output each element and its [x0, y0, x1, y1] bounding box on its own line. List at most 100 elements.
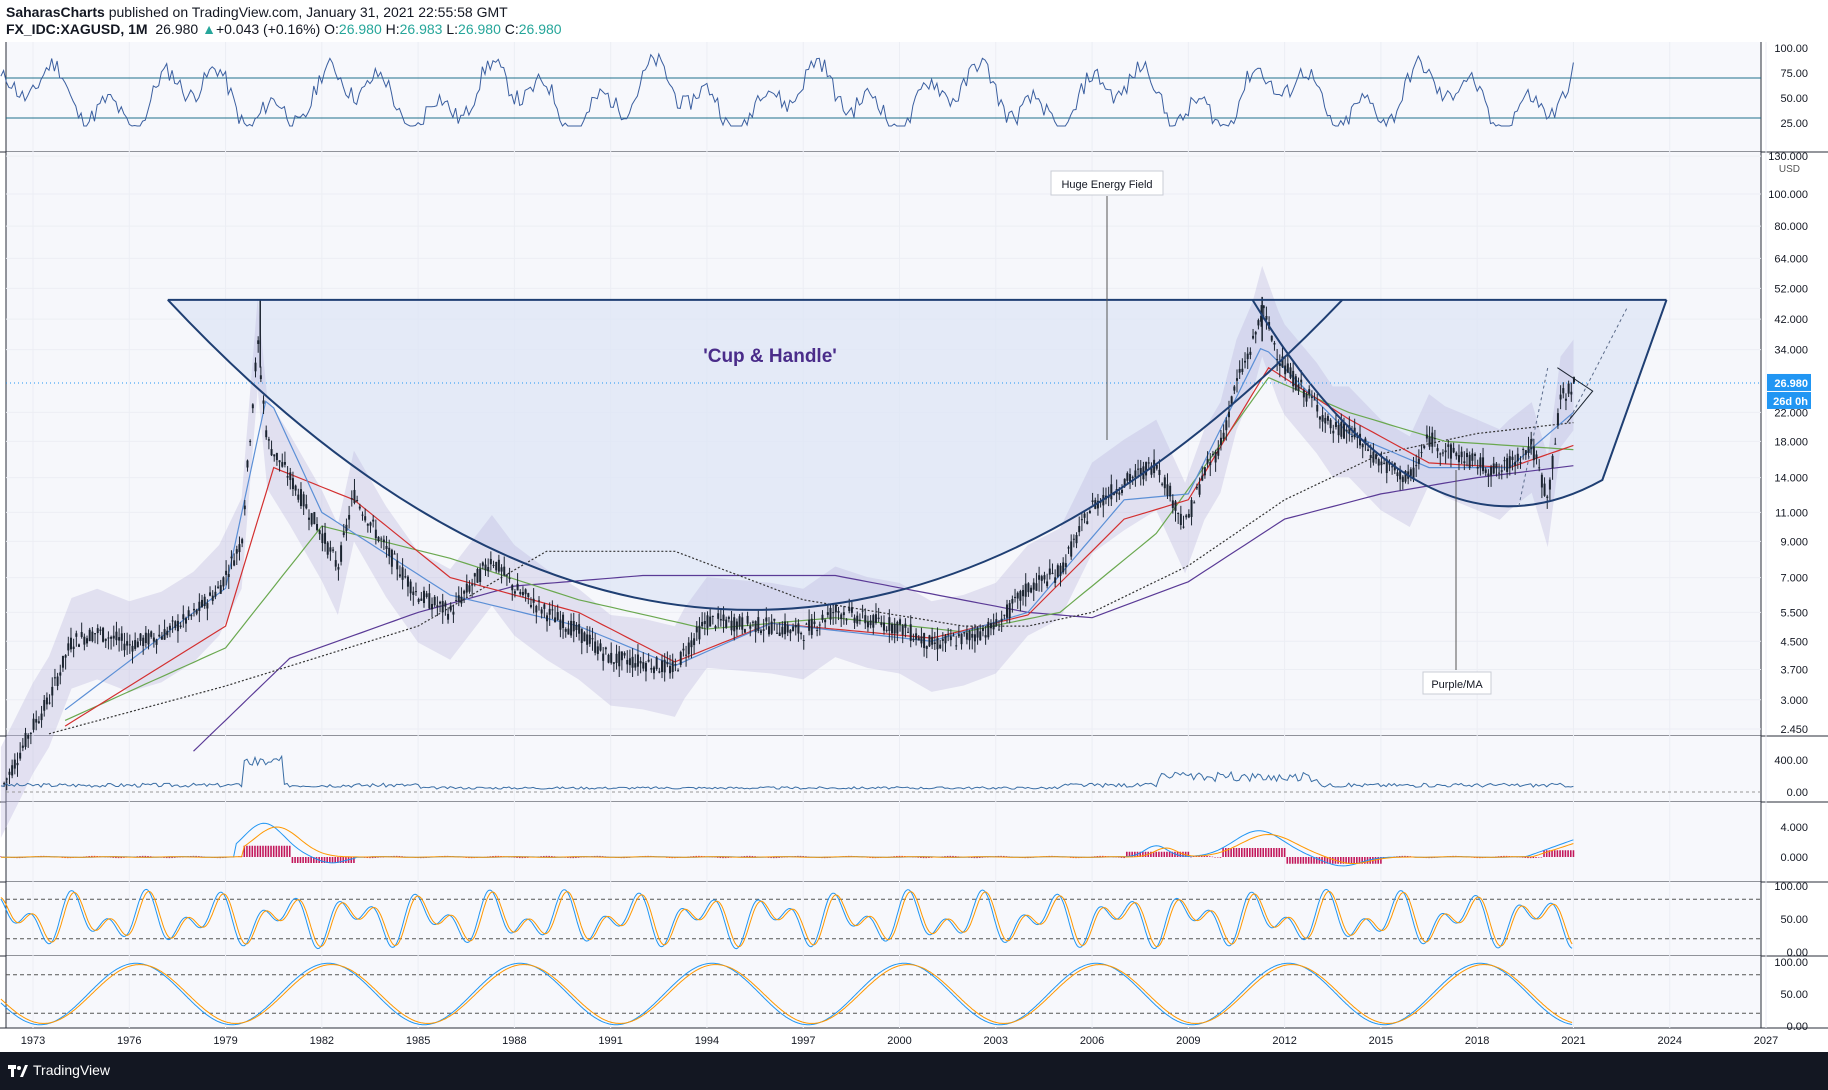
candle-body [13, 759, 16, 769]
footer-brand[interactable]: TradingView [33, 1062, 111, 1078]
macd-bar [893, 856, 895, 857]
macd-bar [898, 855, 901, 857]
candle-body [158, 634, 161, 637]
indicator-axis: 100.00 75.00 50.00 25.00 [1774, 43, 1808, 130]
author-name[interactable]: SaharasCharts [6, 4, 105, 20]
macd-bar [1117, 857, 1120, 858]
published-text: published on TradingView.com, January 31… [104, 4, 508, 20]
candle-body [805, 623, 808, 625]
candle-body [904, 623, 907, 628]
macd-bar [299, 857, 302, 863]
x-tick-label: 2000 [887, 1035, 911, 1047]
candle-body [123, 643, 126, 651]
candle-body [37, 721, 40, 723]
candle-body [1474, 454, 1477, 456]
candle-body [366, 524, 369, 526]
candle-body [1308, 389, 1311, 395]
candle-body [340, 545, 343, 562]
handle-shading [1252, 299, 1667, 507]
candle-body [235, 549, 238, 554]
macd-bar [1339, 857, 1342, 864]
candle-body [463, 590, 466, 594]
macd-bar [264, 845, 267, 857]
candle-body [1096, 500, 1099, 509]
candle-body [3, 782, 6, 785]
candle-body [1246, 353, 1249, 360]
macd-bar [1291, 857, 1294, 864]
candle-body [102, 627, 105, 642]
macd-bar [254, 845, 256, 857]
macd-bar [722, 857, 724, 859]
candle-body [599, 643, 602, 651]
candle-body [864, 615, 867, 624]
candle-body [449, 605, 452, 611]
macd-bar [1310, 857, 1313, 864]
candle-body [1121, 489, 1124, 493]
candle-body [1326, 416, 1329, 421]
candle-body [794, 624, 797, 628]
macd-bar [575, 857, 577, 859]
candle-body [885, 629, 888, 631]
macd-bar [117, 857, 120, 859]
candle-body [225, 570, 228, 575]
candle-body [655, 657, 658, 669]
macd-bar [1265, 848, 1267, 857]
macd-bar [1249, 848, 1251, 857]
candle-body [1169, 485, 1172, 497]
candle-body [1064, 563, 1067, 567]
indicator-axis: 100.00 50.00 0.00 [1774, 881, 1808, 959]
candle-body [217, 586, 220, 588]
candle-body [131, 645, 134, 652]
symbol-label[interactable]: FX_IDC:XAGUSD, 1M [6, 21, 148, 37]
indicator-tick-label: 50.00 [1780, 93, 1808, 105]
candle-body [658, 671, 661, 673]
candle-body [32, 718, 35, 730]
energy-field-box [1050, 170, 1164, 196]
candle-body [484, 564, 487, 571]
candle-body [714, 626, 717, 629]
candle-body [952, 635, 955, 637]
candle-body [663, 659, 666, 673]
x-tick-label: 1982 [310, 1035, 334, 1047]
macd-bar [1224, 848, 1227, 857]
chart-canvas[interactable]: 1973 1976 1979 1982 1985 1988 1991 1994 1997 2000… [0, 42, 1828, 1052]
price-change: +0.043 (+0.16%) [215, 21, 321, 37]
candle-body [537, 600, 540, 602]
macd-bar [1404, 855, 1406, 857]
candle-body [733, 617, 736, 632]
candle-body [567, 628, 570, 635]
candle-body [497, 559, 500, 572]
candle-body [1000, 618, 1003, 622]
candle-body [439, 601, 442, 604]
indicator-tick-label: 0.00 [1787, 947, 1808, 959]
macd-bar [1238, 848, 1240, 857]
candle-body [551, 609, 554, 611]
candle-body [1038, 575, 1041, 580]
macd-bar [1398, 856, 1401, 857]
candle-body [262, 400, 265, 404]
candle-body [1262, 305, 1265, 309]
candle-body [853, 617, 856, 623]
candle-body [356, 500, 359, 502]
macd-bar [1358, 857, 1361, 864]
candle-body [1219, 437, 1222, 445]
candle-body [1070, 541, 1073, 557]
candle-body [1040, 576, 1043, 581]
candle-body [872, 615, 875, 628]
candle-body [880, 622, 883, 626]
candle-body [1131, 476, 1134, 478]
macd-bar [1337, 857, 1339, 864]
candle-body [1556, 413, 1559, 426]
candle-body [361, 514, 364, 516]
macd-bar [746, 855, 748, 857]
macd-bar [256, 845, 259, 857]
candle-body [1399, 469, 1402, 480]
last-price-badge-text: 26.980 [1774, 378, 1808, 390]
candle-body [773, 618, 776, 621]
macd-bar [954, 856, 957, 857]
candle-body [1163, 477, 1166, 489]
candle-body [1554, 443, 1557, 445]
x-tick-label: 1973 [21, 1035, 45, 1047]
candle-body [1032, 582, 1035, 590]
candle-body [893, 623, 896, 634]
